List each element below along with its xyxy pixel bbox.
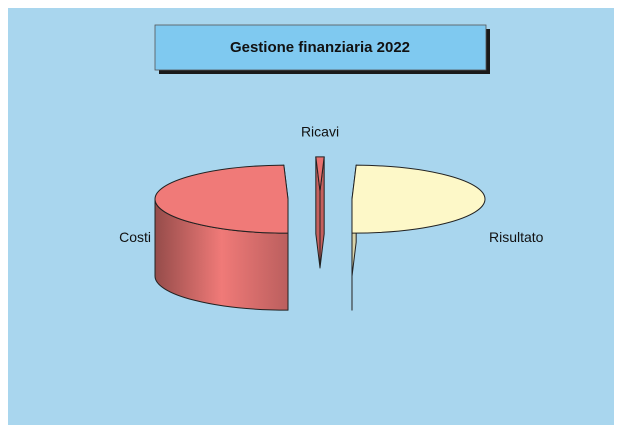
title-box bbox=[154, 24, 487, 71]
slice-top bbox=[315, 156, 325, 192]
slice-label: Risultato bbox=[489, 229, 544, 245]
pie-slice bbox=[154, 164, 289, 311]
chart-background bbox=[8, 8, 614, 425]
chart-title: Gestione finanziaria 2022 bbox=[230, 39, 410, 56]
pie-slice bbox=[315, 156, 325, 269]
pie: Costi Ricavi Risultato bbox=[119, 124, 544, 311]
slice-top bbox=[154, 164, 289, 234]
slice-label: Ricavi bbox=[301, 124, 339, 140]
pie-slice bbox=[351, 164, 486, 311]
slice-top bbox=[351, 164, 486, 234]
slice-label: Costi bbox=[119, 229, 151, 245]
